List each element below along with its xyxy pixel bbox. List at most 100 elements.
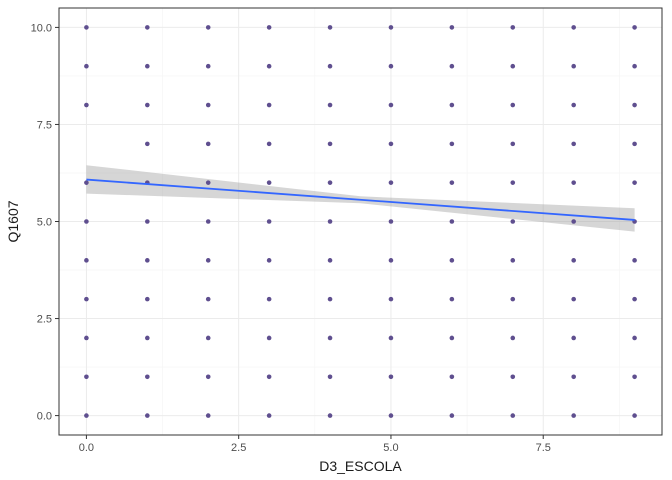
data-point <box>510 335 516 341</box>
data-point <box>266 102 272 108</box>
data-point <box>84 296 89 302</box>
confidence-band-layer <box>86 165 635 232</box>
data-point <box>510 63 516 69</box>
x-tick-label: 5.0 <box>383 442 398 454</box>
data-point <box>449 413 455 418</box>
data-point <box>571 296 576 302</box>
data-point <box>145 374 150 380</box>
data-point <box>632 25 637 30</box>
data-point <box>571 219 576 224</box>
trend-line-layer <box>86 178 635 221</box>
data-point <box>266 25 272 30</box>
data-point <box>571 102 576 108</box>
data-point <box>571 180 576 185</box>
data-point <box>449 335 455 341</box>
data-point <box>327 374 333 380</box>
data-point <box>205 180 211 185</box>
data-point <box>327 413 333 418</box>
data-point <box>632 413 637 418</box>
data-point <box>449 296 455 302</box>
data-point <box>205 296 211 302</box>
data-point <box>145 25 150 30</box>
ticks-layer: 0.0 2.5 5.0 7.5 0.0 2.5 5.0 7.5 10.0 <box>31 22 551 454</box>
data-point <box>84 25 89 30</box>
data-point <box>388 413 394 418</box>
data-point <box>571 413 576 418</box>
data-point <box>84 413 89 418</box>
data-point <box>327 63 333 69</box>
x-tick-label: 7.5 <box>536 442 551 454</box>
data-point <box>266 335 272 341</box>
data-point <box>510 219 516 224</box>
data-point <box>388 219 394 224</box>
data-point <box>145 413 150 418</box>
data-point <box>510 102 516 108</box>
data-point <box>84 374 89 380</box>
data-point <box>510 258 516 263</box>
data-point <box>632 258 637 263</box>
data-point <box>145 102 150 108</box>
data-point <box>571 335 576 341</box>
data-point <box>632 296 637 302</box>
data-point <box>145 63 150 69</box>
y-tick-label: 10.0 <box>31 22 52 34</box>
data-point <box>632 180 637 185</box>
y-tick-label: 0.0 <box>37 411 52 423</box>
data-point <box>449 25 455 30</box>
data-point <box>266 413 272 418</box>
data-point <box>145 219 150 224</box>
data-point <box>327 335 333 341</box>
data-point <box>510 180 516 185</box>
data-point <box>388 25 394 30</box>
data-point <box>388 374 394 380</box>
data-point <box>266 258 272 263</box>
x-axis-title: D3_ESCOLA <box>319 458 402 474</box>
data-point <box>388 335 394 341</box>
data-point <box>205 335 211 341</box>
data-point <box>205 219 211 224</box>
y-tick-label: 2.5 <box>37 314 52 326</box>
data-point <box>205 25 211 30</box>
data-point <box>510 296 516 302</box>
data-point <box>449 219 455 224</box>
data-point <box>205 141 211 147</box>
data-point <box>145 296 150 302</box>
data-point <box>632 335 637 341</box>
y-axis-title: Q1607 <box>5 200 21 242</box>
data-point <box>205 102 211 108</box>
data-point <box>327 180 333 185</box>
data-point <box>388 180 394 185</box>
data-point <box>571 63 576 69</box>
data-point <box>327 102 333 108</box>
data-point <box>510 413 516 418</box>
data-point <box>510 141 516 147</box>
data-point <box>84 63 89 69</box>
data-point <box>327 219 333 224</box>
data-point <box>266 141 272 147</box>
data-point <box>571 258 576 263</box>
data-point <box>571 25 576 30</box>
trend-line <box>86 178 635 221</box>
data-point <box>571 141 576 147</box>
data-point <box>145 335 150 341</box>
data-point <box>388 258 394 263</box>
data-point <box>388 141 394 147</box>
confidence-band <box>86 165 635 232</box>
data-point <box>510 374 516 380</box>
data-point <box>388 102 394 108</box>
data-point <box>327 25 333 30</box>
data-point <box>205 374 211 380</box>
data-point <box>449 258 455 263</box>
data-point <box>388 63 394 69</box>
data-point <box>84 102 89 108</box>
y-tick-label: 7.5 <box>37 119 52 131</box>
data-point <box>388 296 394 302</box>
data-point <box>449 102 455 108</box>
data-point <box>571 374 576 380</box>
points-layer <box>84 25 637 418</box>
data-point <box>632 374 637 380</box>
data-point <box>266 374 272 380</box>
data-point <box>327 258 333 263</box>
